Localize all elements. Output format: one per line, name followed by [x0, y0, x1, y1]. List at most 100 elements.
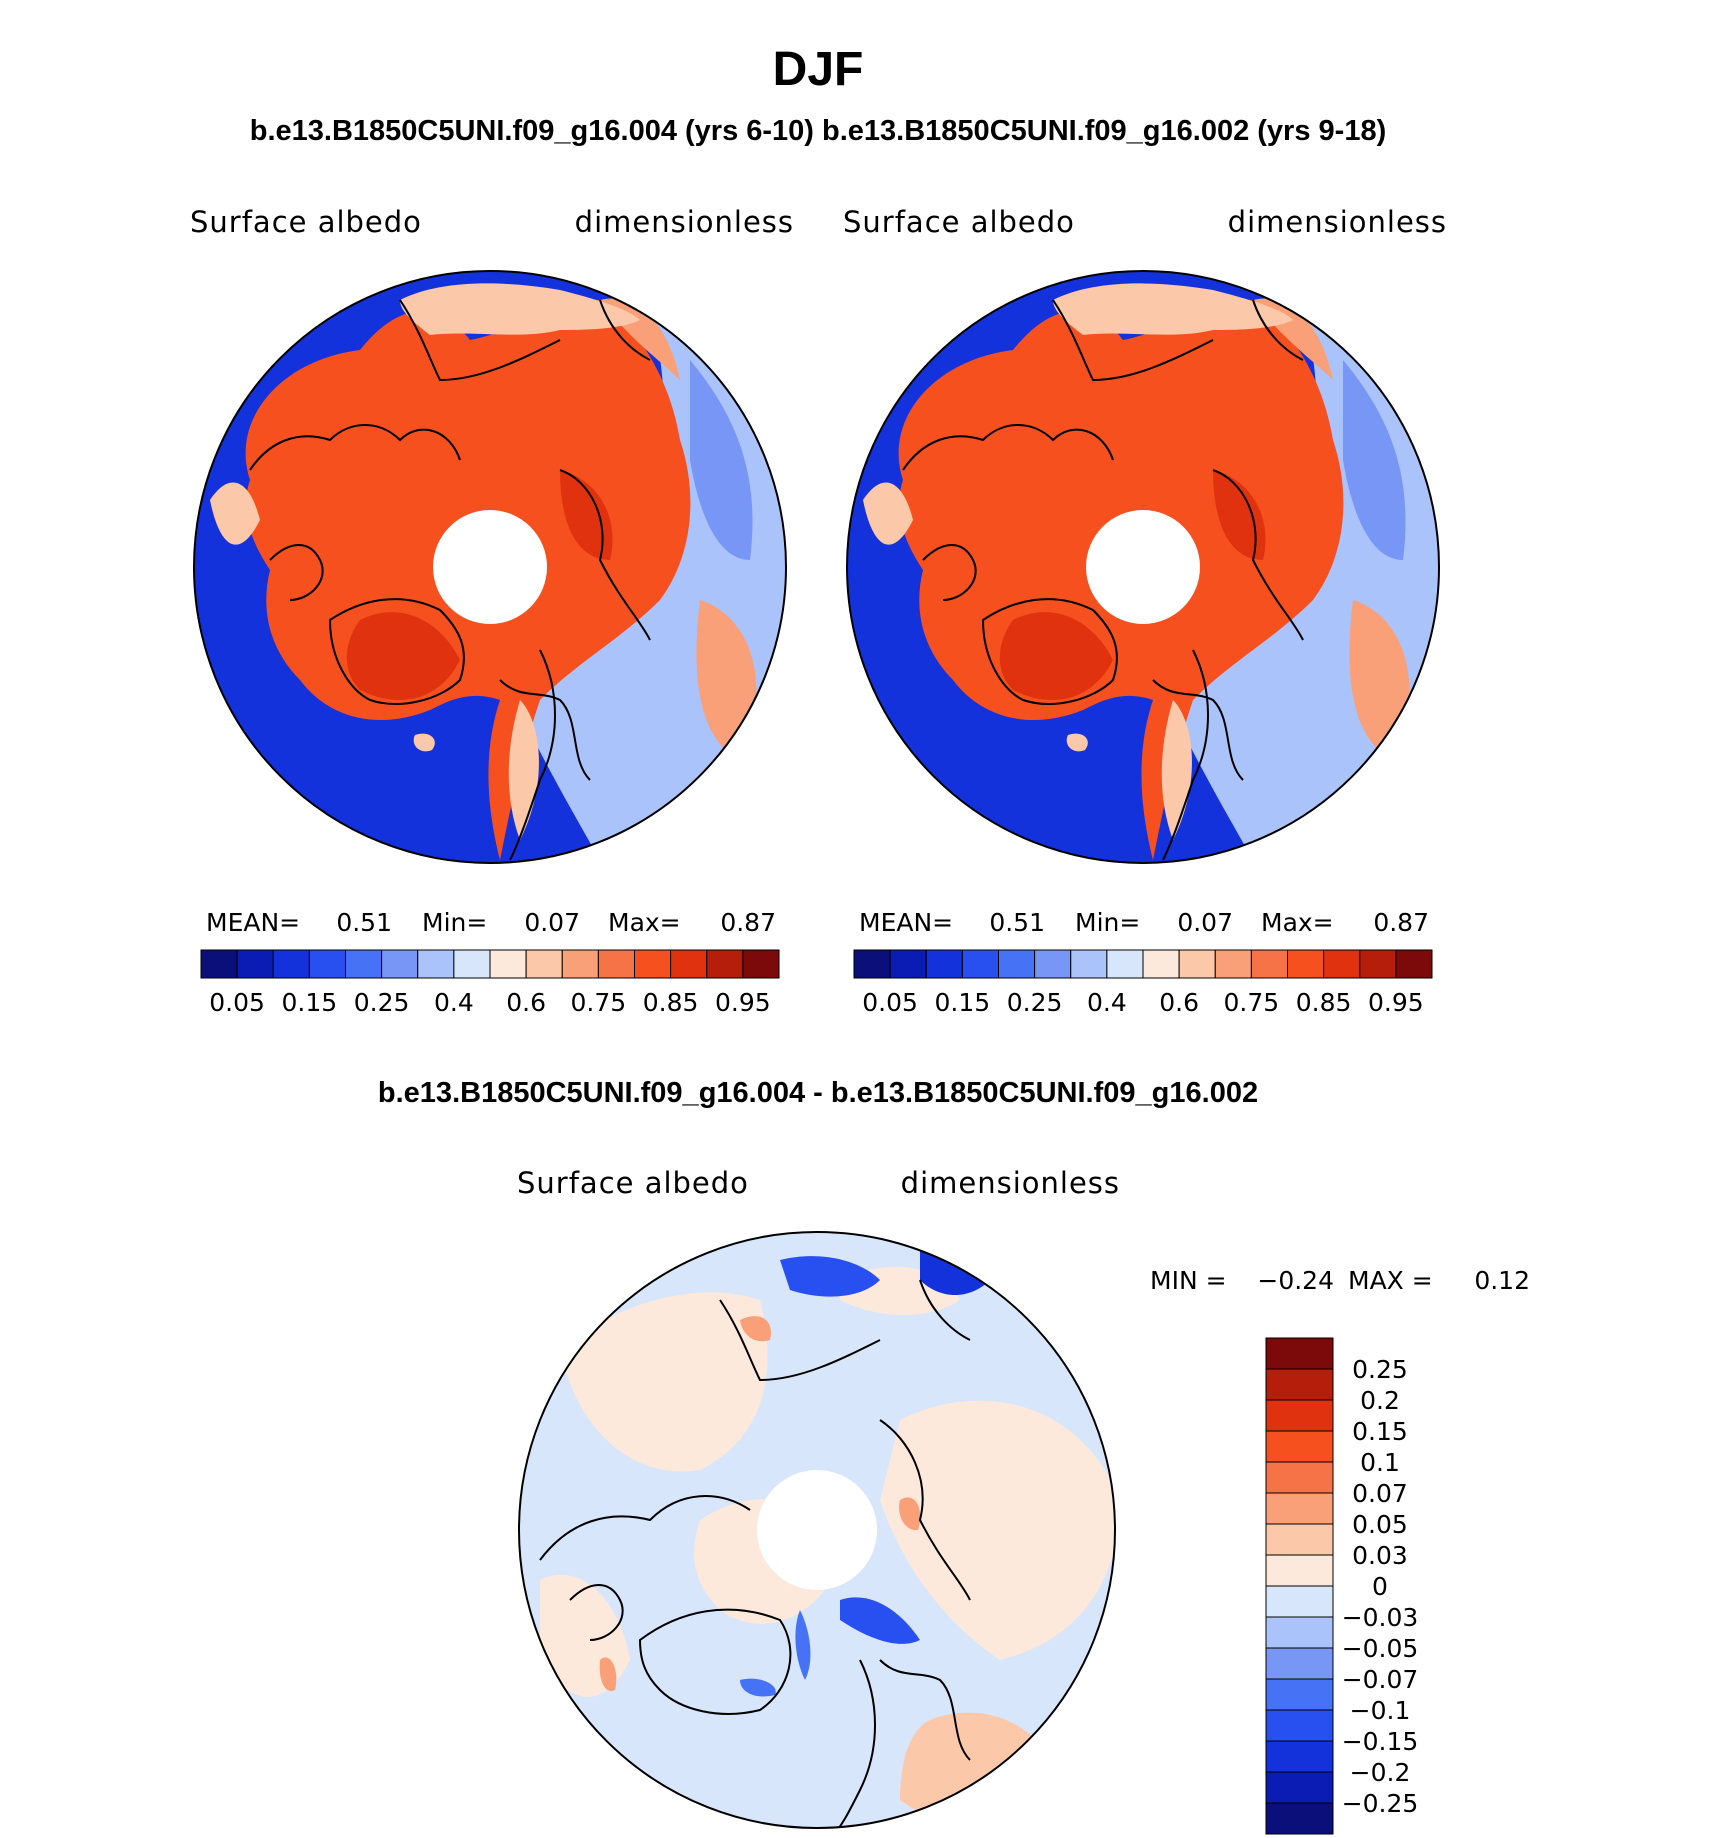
- diff-min-label: MIN =: [1150, 1266, 1227, 1295]
- diff-colorbar-tick-label: −0.03: [1342, 1603, 1419, 1632]
- diff-colorbar: 0.250.20.150.10.070.050.030−0.03−0.05−0.…: [1265, 1337, 1419, 1835]
- panel-b-colorbar-box: [961, 949, 999, 979]
- panel-a-colorbar-tick-label: 0.6: [506, 988, 546, 1017]
- diff-colorbar-box: [1265, 1523, 1334, 1556]
- diff-colorbar-tick-label: −0.25: [1342, 1789, 1419, 1818]
- panel-a-colorbar-box: [381, 949, 419, 979]
- panel-b-colorbar-box: [1214, 949, 1252, 979]
- diff-colorbar-box: [1265, 1802, 1334, 1835]
- diff-colorbar-box: [1265, 1461, 1334, 1494]
- panel-a-mean-value: 0.51: [336, 908, 392, 937]
- panel-b-colorbar-box: [998, 949, 1036, 979]
- diff-colorbar-box: [1265, 1678, 1334, 1711]
- panel-a-variable: Surface albedo: [190, 205, 422, 239]
- panel-b-colorbar-tick-label: 0.85: [1296, 988, 1352, 1017]
- diff-colorbar-box: [1265, 1771, 1334, 1804]
- panel-b-colorbar-box: [925, 949, 963, 979]
- panel-a-colorbar-box: [417, 949, 455, 979]
- diff-colorbar-box: [1265, 1554, 1334, 1587]
- diff-colorbar-tick-label: 0.03: [1352, 1541, 1408, 1570]
- panel-b-colorbar-box: [1287, 949, 1325, 979]
- panel-b-colorbar-box: [1106, 949, 1144, 979]
- panel-a-colorbar-box: [489, 949, 527, 979]
- panel-b-colorbar-box: [1178, 949, 1216, 979]
- panel-b-colorbar-tick-label: 0.6: [1159, 988, 1199, 1017]
- panel-a-colorbar-box: [236, 949, 274, 979]
- panel-a-max-value: 0.87: [720, 908, 776, 937]
- panel-b-colorbar-box: [1359, 949, 1397, 979]
- figure-subtitle: b.e13.B1850C5UNI.f09_g16.004 (yrs 6-10) …: [250, 115, 1386, 147]
- diff-colorbar-tick-label: −0.05: [1342, 1634, 1419, 1663]
- diff-colorbar-tick-label: 0.07: [1352, 1479, 1408, 1508]
- panel-a-colorbar-tick-label: 0.95: [715, 988, 771, 1017]
- panel-a-pole-hole: [433, 510, 547, 624]
- panel-a-map: [194, 271, 786, 863]
- panel-a-colorbar-tick-label: 0.75: [571, 988, 627, 1017]
- figure-title: DJF: [773, 43, 864, 96]
- diff-colorbar-tick-label: 0.1: [1360, 1448, 1400, 1477]
- panel-a-colorbar-box: [597, 949, 635, 979]
- panel-a-colorbar-box: [561, 949, 599, 979]
- diff-colorbar-tick-label: 0.15: [1352, 1417, 1408, 1446]
- panel-a-max-label: Max=: [608, 908, 681, 937]
- diff-variable: Surface albedo: [517, 1166, 749, 1200]
- diff-units: dimensionless: [901, 1166, 1120, 1200]
- panel-case-a: Surface albedo dimensionless: [190, 205, 794, 1017]
- panel-a-colorbar-box: [525, 949, 563, 979]
- panel-case-b: Surface albedo dimensionless: [843, 205, 1447, 1017]
- diff-colorbar-box: [1265, 1740, 1334, 1773]
- panel-difference: Surface albedo dimensionless: [517, 1166, 1530, 1835]
- panel-b-colorbar-box: [1395, 949, 1433, 979]
- diff-colorbar-tick-label: 0.05: [1352, 1510, 1408, 1539]
- panel-b-colorbar-tick-label: 0.95: [1368, 988, 1424, 1017]
- diff-colorbar-box: [1265, 1709, 1334, 1742]
- panel-a-colorbar-tick-label: 0.4: [434, 988, 474, 1017]
- diff-colorbar-tick-label: 0: [1372, 1572, 1388, 1601]
- diff-colorbar-tick-label: −0.2: [1350, 1758, 1411, 1787]
- panel-b-colorbar-box: [1323, 949, 1361, 979]
- panel-b-colorbar-tick-label: 0.15: [935, 988, 991, 1017]
- panel-b-mean-label: MEAN=: [859, 908, 953, 937]
- panel-b-colorbar-tick-label: 0.25: [1007, 988, 1063, 1017]
- panel-a-colorbar-box: [634, 949, 672, 979]
- panel-b-variable: Surface albedo: [843, 205, 1075, 239]
- diff-colorbar-tick-label: −0.15: [1342, 1727, 1419, 1756]
- panel-b-pole-hole: [1086, 510, 1200, 624]
- panel-b-max-label: Max=: [1261, 908, 1334, 937]
- panel-b-units: dimensionless: [1228, 205, 1447, 239]
- panel-a-colorbar-box: [742, 949, 780, 979]
- panel-a-colorbar-box: [272, 949, 310, 979]
- diff-colorbar-tick-label: 0.25: [1352, 1355, 1408, 1384]
- panel-b-min-value: 0.07: [1177, 908, 1233, 937]
- diff-colorbar-box: [1265, 1368, 1334, 1401]
- panel-a-colorbar-box: [200, 949, 238, 979]
- panel-b-colorbar-tick-label: 0.05: [862, 988, 918, 1017]
- panel-b-map-border: [846, 270, 1440, 864]
- diff-colorbar-box: [1265, 1492, 1334, 1525]
- diff-colorbar-box: [1265, 1616, 1334, 1649]
- difference-title: b.e13.B1850C5UNI.f09_g16.004 - b.e13.B18…: [378, 1077, 1258, 1109]
- diff-colorbar-box: [1265, 1647, 1334, 1680]
- diff-colorbar-box: [1265, 1430, 1334, 1463]
- panel-a-units: dimensionless: [575, 205, 794, 239]
- panel-b-colorbar-box: [889, 949, 927, 979]
- diff-colorbar-tick-label: 0.2: [1360, 1386, 1400, 1415]
- diff-colorbar-tick-label: −0.07: [1342, 1665, 1419, 1694]
- panel-a-colorbar-box: [706, 949, 744, 979]
- diff-colorbar-tick-label: −0.1: [1350, 1696, 1411, 1725]
- panel-b-colorbar-box: [1142, 949, 1180, 979]
- diff-max-label: MAX =: [1348, 1266, 1433, 1295]
- panel-b-max-value: 0.87: [1373, 908, 1429, 937]
- panel-b-colorbar-tick-label: 0.75: [1224, 988, 1280, 1017]
- panel-a-colorbar-box: [345, 949, 383, 979]
- panel-b-mean-value: 0.51: [989, 908, 1045, 937]
- panel-a-colorbar-box: [308, 949, 346, 979]
- diff-max-value: 0.12: [1474, 1266, 1530, 1295]
- diff-min-value: −0.24: [1257, 1266, 1334, 1295]
- panel-b-colorbar-box: [1034, 949, 1072, 979]
- panel-a-min-value: 0.07: [524, 908, 580, 937]
- diff-map-border: [518, 1231, 1116, 1829]
- panel-b-colorbar-box: [1250, 949, 1288, 979]
- panel-b-colorbar-tick-label: 0.4: [1087, 988, 1127, 1017]
